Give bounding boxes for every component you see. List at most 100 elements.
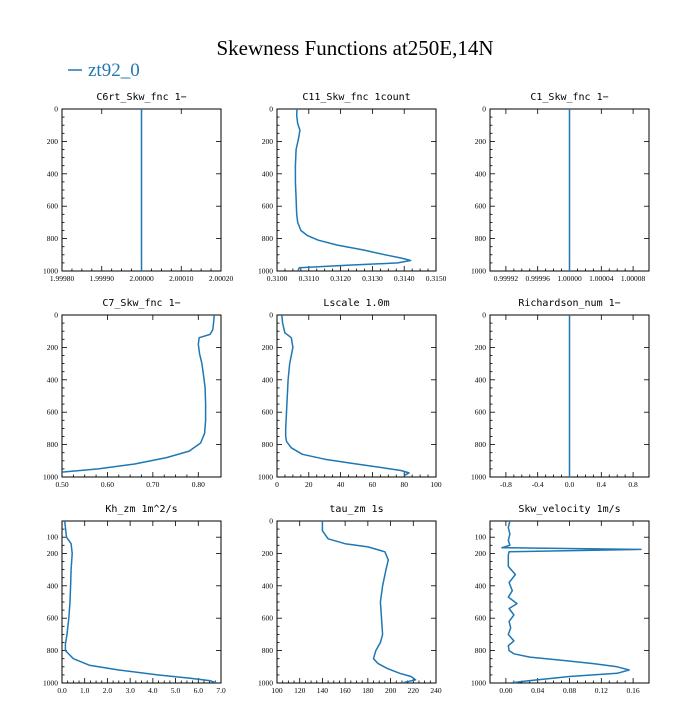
x-tick-label: 0.3150 [426, 274, 447, 283]
x-tick-label: 160 [340, 686, 352, 695]
chart-panel: Richardson_num 1− -0.8 -0.4 0.0 0.4 0.8 0 200 40… [471, 298, 650, 489]
y-tick-label: 200 [262, 137, 274, 146]
y-tick-label: 400 [475, 375, 487, 384]
x-tick-label: 0.0 [565, 480, 575, 489]
chart-panel: Skw_velocity 1m/s 0.00 0.04 0.08 0.12 0.16 100… [471, 504, 650, 695]
x-tick-label: 60 [369, 480, 377, 489]
y-tick-label: 0 [482, 311, 486, 320]
y-tick-label: 800 [262, 646, 274, 655]
chart-panel: Kh_zm 1m^2/s 0.0 1.0 2.0 3.0 4.0 5.0 6.0 7.0 100 2… [43, 504, 226, 695]
y-tick-label: 1000 [471, 267, 486, 276]
x-tick-label: 1.00004 [589, 274, 614, 283]
x-tick-label: 120 [294, 686, 306, 695]
y-tick-label: 200 [47, 549, 59, 558]
y-tick-label: 600 [475, 202, 487, 211]
y-tick-label: 400 [262, 375, 274, 384]
y-tick-label: 800 [475, 440, 487, 449]
x-tick-label: 0.70 [146, 480, 159, 489]
panel-title: Skw_velocity 1m/s [518, 504, 620, 515]
y-tick-label: 600 [47, 202, 59, 211]
x-tick-label: -0.4 [532, 480, 544, 489]
panel-title: Kh_zm 1m^2/s [105, 504, 177, 515]
y-tick-label: 400 [47, 169, 59, 178]
y-tick-label: 1000 [471, 473, 486, 482]
y-tick-label: 800 [47, 234, 59, 243]
series-line [501, 521, 642, 683]
y-tick-label: 600 [47, 614, 59, 623]
y-tick-label: 200 [262, 343, 274, 352]
x-tick-label: 1.00008 [621, 274, 646, 283]
x-tick-label: 0.3110 [299, 274, 320, 283]
y-tick-label: 0 [269, 517, 273, 526]
x-tick-label: 0 [275, 480, 279, 489]
y-tick-label: 1000 [43, 679, 58, 688]
y-tick-label: 400 [475, 169, 487, 178]
chart-panel: C1_Skw_fnc 1− 0.99992 0.99996 1.00000 1.0000… [471, 92, 650, 283]
x-tick-label: -0.8 [500, 480, 512, 489]
x-tick-label: 0.3140 [394, 274, 415, 283]
y-tick-label: 200 [47, 343, 59, 352]
y-tick-label: 800 [47, 440, 59, 449]
y-tick-label: 600 [475, 614, 487, 623]
chart-panel: C7_Skw_fnc 1− 0.50 0.60 0.70 0.80 0 200 400 600 8… [43, 298, 222, 489]
x-tick-label: 0.4 [597, 480, 607, 489]
x-tick-label: 0.12 [595, 686, 608, 695]
x-tick-label: 0.3130 [362, 274, 383, 283]
y-tick-label: 1000 [258, 679, 273, 688]
panel-title: C6rt_Skw_fnc 1− [96, 92, 186, 103]
x-tick-label: 7.0 [216, 686, 226, 695]
x-tick-label: 1.99990 [90, 274, 115, 283]
x-tick-label: 100 [430, 480, 442, 489]
panel-title: Lscale 1.0m [323, 298, 389, 309]
y-tick-label: 1000 [258, 473, 273, 482]
x-tick-label: 5.0 [171, 686, 181, 695]
y-tick-label: 200 [475, 343, 487, 352]
x-tick-label: 4.0 [148, 686, 158, 695]
x-tick-label: 20 [305, 480, 313, 489]
x-tick-label: 0.80 [192, 480, 205, 489]
x-tick-label: 1.00000 [557, 274, 582, 283]
legend: zt92_0 [68, 60, 140, 81]
y-tick-label: 0 [482, 105, 486, 114]
panels: C6rt_Skw_fnc 1− 1.99980 1.99990 2.0 0 0 0 0 2.00… [43, 92, 650, 695]
y-tick-label: 800 [475, 234, 487, 243]
series-line [62, 315, 215, 473]
y-tick-label: 800 [475, 646, 487, 655]
y-tick-label: 400 [47, 581, 59, 590]
plot-frame [276, 108, 437, 272]
y-tick-label: 200 [47, 137, 59, 146]
y-tick-label: 0 [54, 105, 58, 114]
x-tick-label: 140 [317, 686, 329, 695]
x-tick-label: 6.0 [194, 686, 204, 695]
x-tick-label: 0.60 [101, 480, 114, 489]
x-tick-label: 0.16 [627, 686, 640, 695]
y-tick-label: 600 [475, 408, 487, 417]
chart-panel: C6rt_Skw_fnc 1− 1.99980 1.99990 2.00000 2.00… [43, 92, 233, 283]
x-tick-label: 80 [400, 480, 408, 489]
y-tick-label: 200 [475, 549, 487, 558]
y-tick-label: 100 [475, 533, 487, 542]
plot-frame [61, 520, 222, 684]
y-tick-label: 600 [262, 614, 274, 623]
x-tick-label: 0.04 [531, 686, 544, 695]
y-tick-label: 600 [262, 408, 274, 417]
plot-frame [61, 314, 222, 478]
panel-title: tau_zm 1s [329, 504, 383, 515]
x-tick-label: 0.3100 [267, 274, 288, 283]
x-tick-label: 0.3120 [330, 274, 351, 283]
y-tick-label: 800 [47, 646, 59, 655]
panel-title: C1_Skw_fnc 1− [530, 92, 608, 103]
y-tick-label: 1000 [258, 267, 273, 276]
x-tick-label: 180 [362, 686, 374, 695]
x-tick-label: 2.0 [103, 686, 113, 695]
x-tick-label: 2.00020 [209, 274, 234, 283]
y-tick-label: 600 [262, 202, 274, 211]
figure-title: Skewness Functions at250E,14N [216, 36, 493, 60]
x-tick-label: 1.99980 [50, 274, 75, 283]
y-tick-label: 400 [262, 581, 274, 590]
x-tick-label: 0.8 [628, 480, 638, 489]
legend-label: zt92_0 [88, 60, 140, 81]
x-tick-label: 0.00 [499, 686, 512, 695]
